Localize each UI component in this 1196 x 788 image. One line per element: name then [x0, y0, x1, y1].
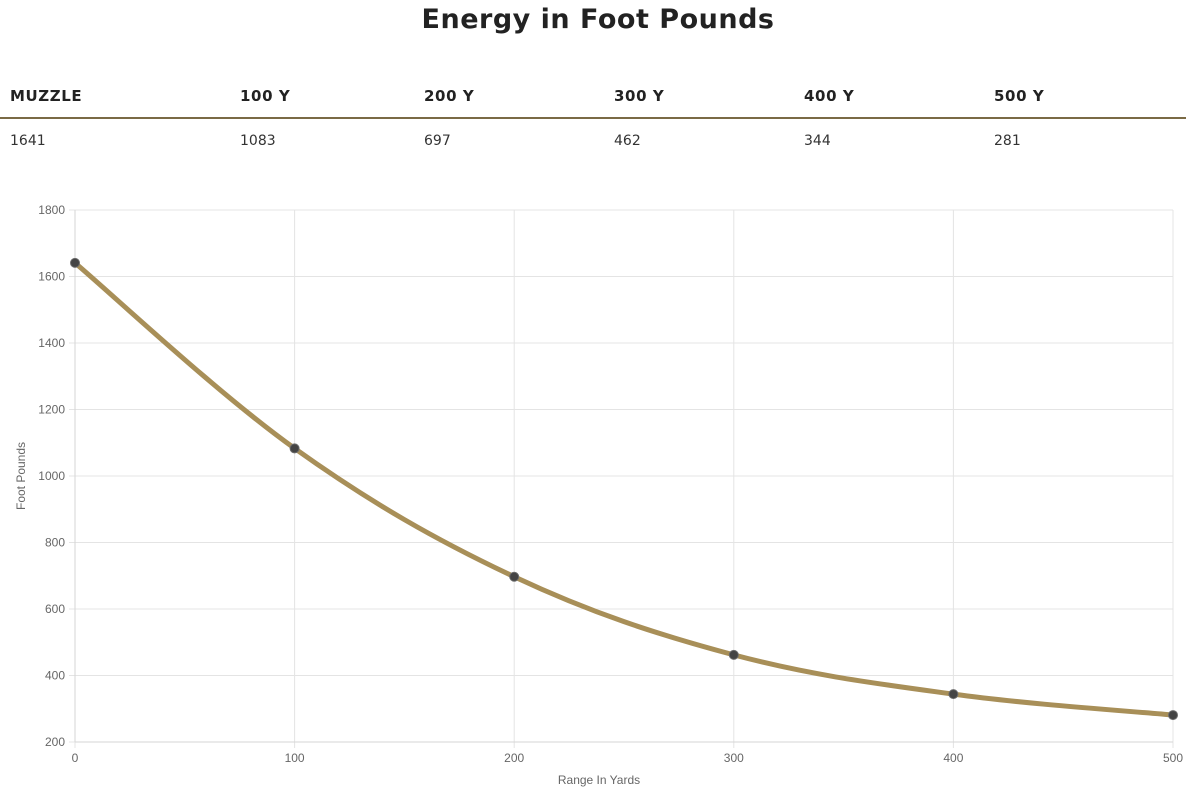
x-tick-label: 300: [724, 751, 744, 765]
value-100y: 1083: [240, 133, 276, 149]
table-header-row: MUZZLE 100 Y 200 Y 300 Y 400 Y 500 Y: [0, 80, 1186, 119]
x-tick-label: 400: [943, 751, 963, 765]
header-100y: 100 Y: [240, 87, 291, 105]
y-tick-label: 1200: [38, 403, 65, 417]
grid-lines: [69, 209, 1174, 748]
data-point: [509, 571, 520, 582]
header-500y: 500 Y: [994, 87, 1045, 105]
value-200y: 697: [424, 133, 451, 149]
data-point: [70, 257, 80, 268]
y-tick-label: 600: [45, 602, 65, 616]
x-tick-label: 200: [504, 751, 524, 765]
header-200y: 200 Y: [424, 87, 475, 105]
data-points: [70, 257, 1178, 721]
axes: [74, 210, 1173, 743]
y-tick-label: 200: [45, 735, 65, 749]
y-tick-label: 400: [45, 669, 65, 683]
y-tick-label: 800: [45, 536, 65, 550]
energy-table: MUZZLE 100 Y 200 Y 300 Y 400 Y 500 Y 164…: [0, 80, 1186, 163]
y-tick-label: 1600: [38, 270, 65, 284]
x-axis-label: Range In Yards: [558, 773, 640, 787]
value-muzzle: 1641: [10, 133, 46, 149]
value-400y: 344: [804, 133, 831, 149]
energy-series-line: [72, 260, 1176, 718]
tick-labels: 200 400 600 800 1000 1200 1400 1600 1800 0 100 200 3…: [38, 203, 1183, 765]
data-point: [728, 649, 739, 660]
y-tick-label: 1400: [38, 336, 65, 350]
series-line: [72, 260, 1176, 718]
page-title: Energy in Foot Pounds: [421, 4, 775, 35]
data-point: [948, 689, 959, 700]
value-300y: 462: [614, 133, 641, 149]
table-row: 1641 1083 697 462 344 281: [0, 119, 1186, 163]
y-tick-label: 1000: [38, 469, 65, 483]
y-axis-label: Foot Pounds: [14, 442, 28, 510]
x-tick-label: 100: [285, 751, 305, 765]
energy-line-chart: 200 400 600 800 1000 1200 1400 1600 1800 0 100 200 3…: [14, 203, 1183, 787]
x-tick-label: 0: [72, 751, 79, 765]
data-point: [289, 443, 300, 454]
x-tick-label: 500: [1163, 751, 1183, 765]
header-muzzle: MUZZLE: [10, 87, 83, 105]
value-500y: 281: [994, 133, 1021, 149]
data-point: [1168, 710, 1178, 721]
y-tick-label: 1800: [38, 203, 65, 217]
header-400y: 400 Y: [804, 87, 855, 105]
header-300y: 300 Y: [614, 87, 665, 105]
